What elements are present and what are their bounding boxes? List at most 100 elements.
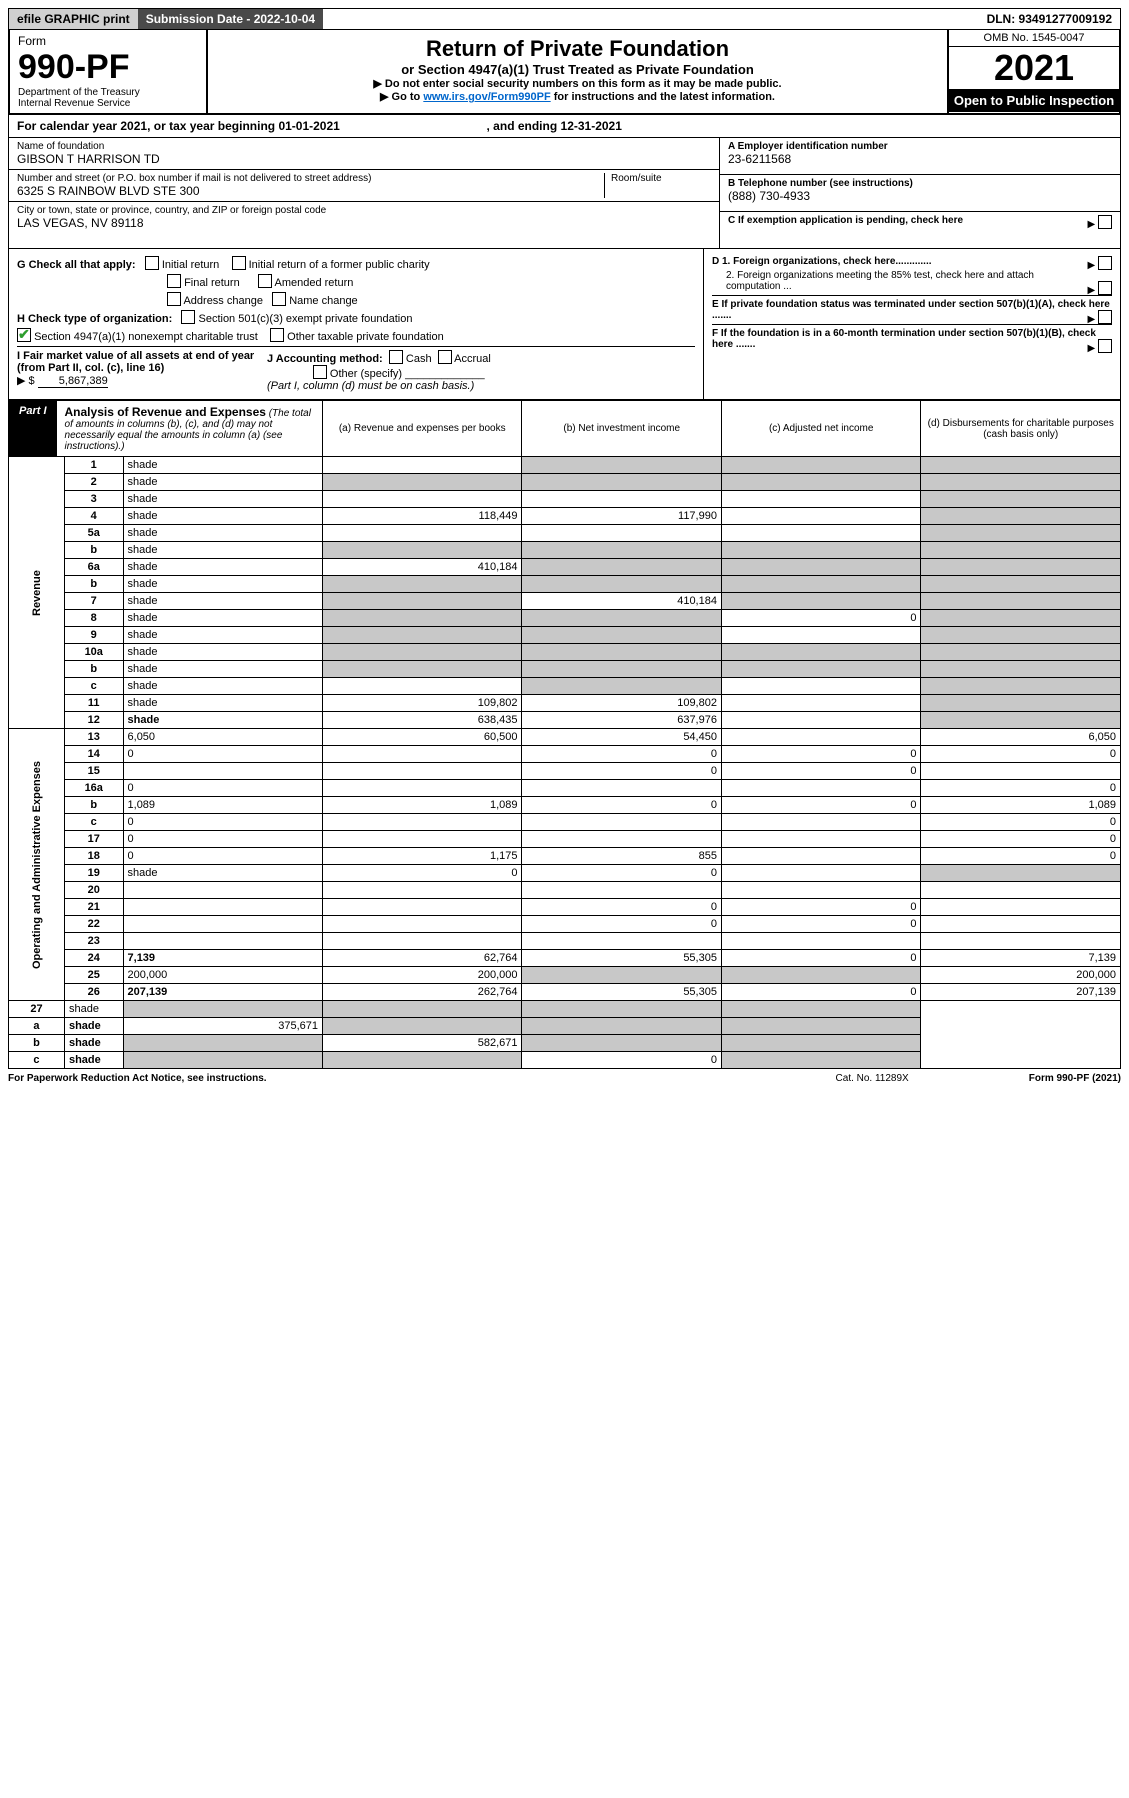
dln: DLN: 93491277009192 [979, 9, 1120, 29]
cell-value: 0 [522, 865, 721, 882]
cell-shaded [721, 1035, 920, 1052]
cell-shaded [323, 610, 522, 627]
cell-value: 0 [522, 899, 721, 916]
cell-shaded [323, 593, 522, 610]
cell-value: 207,139 [921, 984, 1121, 1001]
row-number: 15 [64, 763, 123, 780]
cell-value [323, 525, 522, 542]
cell-shaded [522, 1018, 721, 1035]
g-initial-former-checkbox[interactable] [232, 256, 246, 270]
cell-shaded [323, 474, 522, 491]
d1-checkbox[interactable] [1098, 256, 1112, 270]
row-number: 14 [64, 746, 123, 763]
row-number: b [64, 797, 123, 814]
cell-value [721, 712, 920, 729]
cell-shaded [721, 593, 920, 610]
box-c-label: C If exemption application is pending, c… [728, 215, 963, 226]
h-501c3-checkbox[interactable] [181, 310, 195, 324]
row-description: shade [64, 1001, 123, 1018]
cell-value: 54,450 [522, 729, 721, 746]
j-cash-checkbox[interactable] [389, 350, 403, 364]
top-bar: efile GRAPHIC print Submission Date - 20… [8, 8, 1121, 30]
row-description: shade [123, 712, 322, 729]
cell-shaded [323, 627, 522, 644]
j-other-checkbox[interactable] [313, 365, 327, 379]
row-number: b [9, 1035, 65, 1052]
cell-shaded [522, 661, 721, 678]
irs-link[interactable]: www.irs.gov/Form990PF [423, 91, 550, 103]
cell-value [721, 491, 920, 508]
h-4947-checkbox[interactable] [17, 328, 31, 342]
row-description: 0 [123, 848, 322, 865]
cell-value: 0 [323, 865, 522, 882]
table-row: 26207,139262,76455,3050207,139 [9, 984, 1121, 1001]
cell-value [721, 627, 920, 644]
phone-label: B Telephone number (see instructions) [728, 178, 1112, 189]
cell-shaded [921, 695, 1121, 712]
g-amended-checkbox[interactable] [258, 274, 272, 288]
cell-value [721, 882, 920, 899]
box-c-checkbox[interactable] [1098, 215, 1112, 229]
cell-value [721, 814, 920, 831]
cell-value: 375,671 [123, 1018, 322, 1035]
cell-shaded [323, 644, 522, 661]
form-title: Return of Private Foundation [216, 36, 939, 62]
d2-label: 2. Foreign organizations meeting the 85%… [726, 270, 1034, 292]
cell-value [921, 916, 1121, 933]
table-row: b1,0891,089001,089 [9, 797, 1121, 814]
g-address-change-checkbox[interactable] [167, 292, 181, 306]
row-description [123, 899, 322, 916]
cell-value: 0 [522, 746, 721, 763]
row-number: 9 [64, 627, 123, 644]
pra-notice: For Paperwork Reduction Act Notice, see … [8, 1073, 267, 1084]
table-row: 19shade00 [9, 865, 1121, 882]
table-row: 4shade118,449117,990 [9, 508, 1121, 525]
g-final-return-checkbox[interactable] [167, 274, 181, 288]
cell-shaded [921, 712, 1121, 729]
table-row: 1801,1758550 [9, 848, 1121, 865]
cell-value [721, 848, 920, 865]
instr-ssn: ▶ Do not enter social security numbers o… [216, 77, 939, 90]
cell-value: 855 [522, 848, 721, 865]
f-checkbox[interactable] [1098, 339, 1112, 353]
row-description [123, 916, 322, 933]
row-description: shade [123, 474, 322, 491]
row-number: a [9, 1018, 65, 1035]
e-checkbox[interactable] [1098, 310, 1112, 324]
checks-block: G Check all that apply: Initial return I… [8, 249, 1121, 400]
h-other-taxable-checkbox[interactable] [270, 328, 284, 342]
addr-label: Number and street (or P.O. box number if… [17, 173, 604, 184]
dept-treasury: Department of the Treasury [18, 87, 198, 98]
g-initial-return-checkbox[interactable] [145, 256, 159, 270]
cell-value: 0 [522, 763, 721, 780]
cell-value: 0 [921, 746, 1121, 763]
table-row: c00 [9, 814, 1121, 831]
instr-goto: ▶ Go to www.irs.gov/Form990PF for instru… [216, 90, 939, 103]
side-label: Operating and Administrative Expenses [9, 729, 65, 1001]
cell-value: 109,802 [522, 695, 721, 712]
cell-value [721, 831, 920, 848]
submission-date: Submission Date - 2022-10-04 [138, 9, 323, 29]
row-number: 19 [64, 865, 123, 882]
cell-shaded [522, 678, 721, 695]
cell-value: 200,000 [323, 967, 522, 984]
cell-value: 637,976 [522, 712, 721, 729]
ein-label: A Employer identification number [728, 141, 1112, 152]
table-row: 1700 [9, 831, 1121, 848]
table-row: 9shade [9, 627, 1121, 644]
row-description: shade [123, 508, 322, 525]
cell-value [721, 678, 920, 695]
cell-shaded [323, 542, 522, 559]
cell-shaded [921, 474, 1121, 491]
cell-value: 0 [721, 916, 920, 933]
cell-value [921, 882, 1121, 899]
row-description: shade [64, 1035, 123, 1052]
j-accrual-checkbox[interactable] [438, 350, 452, 364]
cell-shaded [921, 457, 1121, 474]
d2-checkbox[interactable] [1098, 281, 1112, 295]
row-number: b [64, 542, 123, 559]
table-row: 2200 [9, 916, 1121, 933]
row-description: shade [123, 610, 322, 627]
open-public-badge: Open to Public Inspection [949, 89, 1119, 112]
g-name-change-checkbox[interactable] [272, 292, 286, 306]
